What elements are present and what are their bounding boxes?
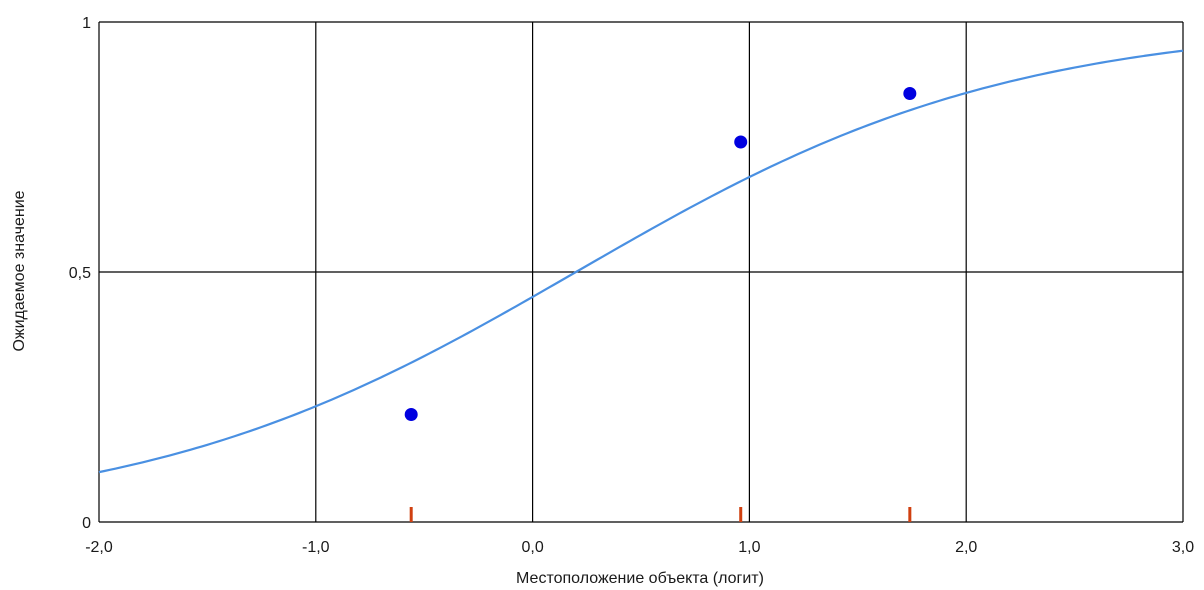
x-axis-title: Местоположение объекта (логит) [516, 570, 764, 587]
x-tick-label: -2,0 [85, 539, 113, 556]
item-location-marker [739, 507, 743, 522]
expected-value-curve [98, 49, 1184, 474]
y-tick-label: 0,5 [69, 265, 91, 282]
observed-point [903, 87, 917, 100]
item-location-marker [908, 507, 912, 522]
y-tick-label: 1 [82, 15, 91, 32]
x-tick-labels: -2,0 -1,0 0,0 1,0 2,0 3,0 [85, 539, 1194, 556]
y-axis-title: Ожидаемое значение [11, 190, 28, 351]
points-layer [404, 87, 917, 421]
y-tick-label: 0 [82, 515, 91, 532]
grid [98, 21, 1184, 523]
y-tick-labels: 00,51 [69, 15, 91, 532]
x-tick-label: 2,0 [955, 539, 977, 556]
curve-layer [98, 49, 1184, 474]
x-tick-label: 1,0 [738, 539, 760, 556]
observed-point [404, 408, 418, 421]
x-tick-label: -1,0 [302, 539, 330, 556]
x-tick-label: 3,0 [1172, 539, 1194, 556]
markers-layer [409, 507, 912, 522]
x-tick-label: 0,0 [521, 539, 543, 556]
observed-point [734, 135, 748, 149]
item-location-marker [409, 507, 413, 522]
